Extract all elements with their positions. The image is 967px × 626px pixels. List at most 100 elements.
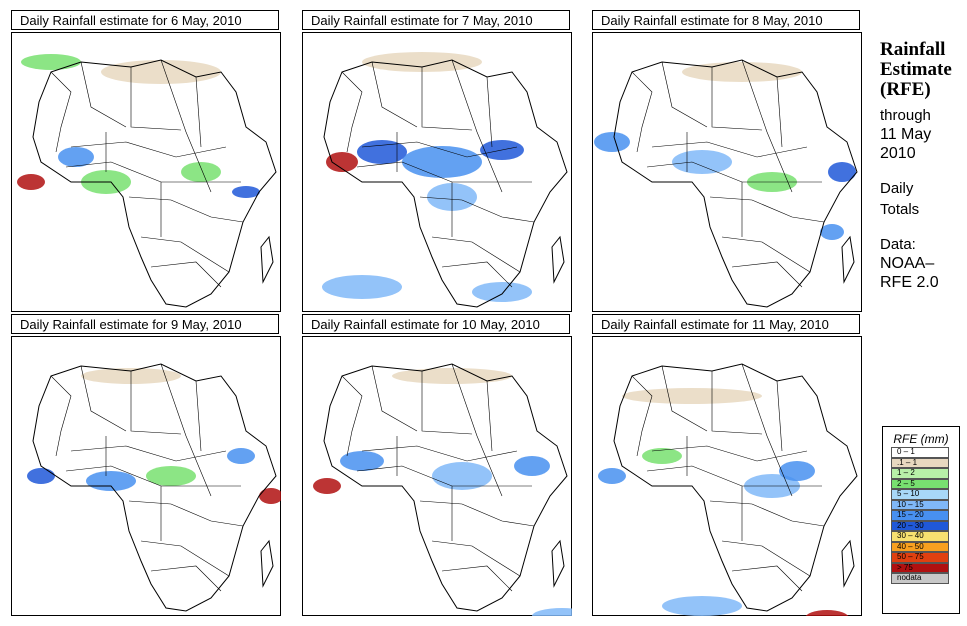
rain-area xyxy=(402,146,482,178)
rainfall-map-8-may xyxy=(592,32,862,312)
rain-area xyxy=(146,466,196,486)
panel-title: Daily Rainfall estimate for 11 May, 2010 xyxy=(592,314,860,334)
rain-area xyxy=(58,147,94,167)
country-border xyxy=(419,196,535,223)
country-border xyxy=(451,363,478,437)
country-border xyxy=(185,435,212,497)
rain-area xyxy=(820,224,844,240)
country-border xyxy=(130,371,182,435)
rain-area xyxy=(259,488,281,504)
country-border xyxy=(128,500,244,527)
rain-area xyxy=(622,388,762,404)
rain-area xyxy=(181,162,221,182)
country-border xyxy=(709,500,825,527)
country-border xyxy=(130,67,182,131)
country-border xyxy=(361,141,518,158)
legend-swatch xyxy=(891,457,949,468)
legend-item: 10 – 15 xyxy=(891,499,959,510)
country-border xyxy=(80,61,127,128)
rainfall-map-11-may xyxy=(592,336,862,616)
country-border xyxy=(441,261,513,288)
legend-swatch xyxy=(891,541,949,552)
legend-item: .1 – 1 xyxy=(891,457,959,468)
madagascar-outline xyxy=(260,539,274,588)
legend-swatch xyxy=(891,573,949,584)
rain-area xyxy=(642,448,682,464)
country-border xyxy=(341,71,363,153)
legend-title: RFE (mm) xyxy=(893,432,949,446)
panel-title: Daily Rainfall estimate for 8 May, 2010 xyxy=(592,10,860,30)
country-border xyxy=(766,435,793,497)
country-border xyxy=(50,375,72,457)
rain-area xyxy=(340,451,384,471)
legend-item: 1 – 2 xyxy=(891,468,959,479)
legend-item: 15 – 20 xyxy=(891,510,959,521)
panel-6-may: Daily Rainfall estimate for 6 May, 2010 xyxy=(11,10,281,312)
legend-label: 15 – 20 xyxy=(897,510,924,519)
country-border xyxy=(128,196,244,223)
country-border xyxy=(70,141,227,158)
heading-rfe: (RFE) xyxy=(880,79,931,100)
rain-area xyxy=(101,60,221,84)
country-border xyxy=(150,261,222,288)
madagascar-outline xyxy=(551,235,565,284)
country-border xyxy=(80,365,127,432)
rain-area xyxy=(532,608,572,616)
country-border xyxy=(711,371,763,435)
country-border xyxy=(195,76,202,148)
legend-item: 0 – 1 xyxy=(891,447,959,458)
country-border xyxy=(476,131,503,193)
panel-title: Daily Rainfall estimate for 10 May, 2010 xyxy=(302,314,570,334)
rain-area xyxy=(357,140,407,164)
legend-swatch xyxy=(891,520,949,531)
country-border xyxy=(709,196,825,223)
rain-area xyxy=(313,478,341,494)
rain-area xyxy=(21,54,81,70)
legend-swatch xyxy=(891,468,949,479)
legend-item: 20 – 30 xyxy=(891,520,959,531)
rain-area xyxy=(326,152,358,172)
country-border xyxy=(160,59,187,133)
panel-title: Daily Rainfall estimate for 7 May, 2010 xyxy=(302,10,570,30)
rain-area xyxy=(322,275,402,299)
rain-area xyxy=(86,471,136,491)
country-border xyxy=(646,465,822,487)
country-border xyxy=(140,236,230,273)
country-border xyxy=(741,363,768,437)
legend-swatch xyxy=(891,499,949,510)
country-border xyxy=(631,375,653,457)
rain-area xyxy=(472,282,532,302)
madagascar-outline xyxy=(551,539,565,588)
rain-area xyxy=(805,610,849,616)
country-border xyxy=(441,565,513,592)
map-svg xyxy=(302,336,572,616)
legend-swatch xyxy=(891,531,949,542)
rain-area xyxy=(232,186,260,198)
country-border xyxy=(741,59,768,133)
legend-item: nodata xyxy=(891,573,959,584)
map-svg xyxy=(302,32,572,312)
rainfall-map-10-may xyxy=(302,336,572,616)
country-border xyxy=(766,131,793,193)
country-border xyxy=(371,61,418,128)
legend-swatch xyxy=(891,447,949,458)
source-line-2: RFE 2.0 xyxy=(880,274,939,291)
panel-7-may: Daily Rainfall estimate for 7 May, 2010 xyxy=(302,10,572,312)
map-svg xyxy=(11,32,281,312)
legend-label: > 75 xyxy=(897,562,913,572)
country-border xyxy=(661,61,708,128)
country-border xyxy=(731,565,803,592)
country-border xyxy=(356,161,532,183)
rain-area xyxy=(662,596,742,616)
rainfall-map-9-may xyxy=(11,336,281,616)
legend-label: 40 – 50 xyxy=(897,541,924,551)
country-border xyxy=(476,435,503,497)
legend-item: 5 – 10 xyxy=(891,489,959,500)
country-border xyxy=(631,71,653,153)
through-date-1: 11 May xyxy=(880,126,932,143)
country-border xyxy=(731,261,803,288)
country-border xyxy=(721,236,811,273)
country-border xyxy=(721,540,811,577)
totals-label: Totals xyxy=(880,201,920,218)
